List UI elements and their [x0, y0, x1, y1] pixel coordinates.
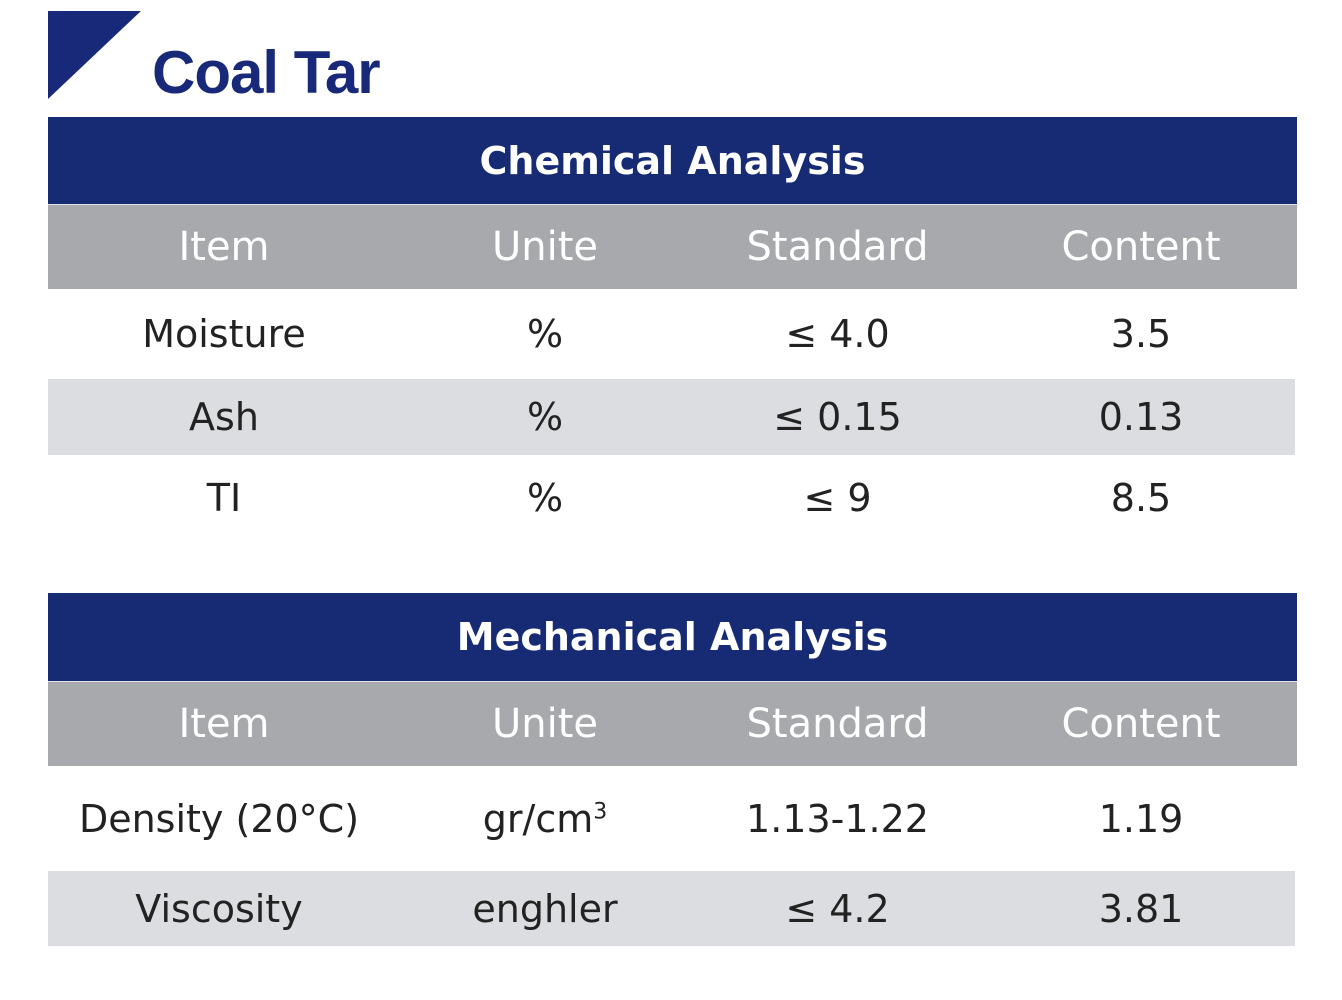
cell-item: Moisture	[142, 312, 306, 356]
cell-item: Viscosity	[135, 886, 303, 931]
table-row: TI % ≤ 9 8.5	[48, 455, 1297, 541]
column-header: Standard	[746, 224, 929, 270]
column-header: Standard	[746, 701, 929, 747]
column-header: Unite	[491, 701, 599, 747]
cell-standard: ≤ 9	[803, 476, 872, 520]
cell-unit: %	[526, 312, 564, 356]
cell-content: 3.5	[1110, 312, 1172, 356]
unit-superscript: 3	[593, 798, 608, 824]
cell-content: 0.13	[1098, 395, 1184, 439]
table-title: Mechanical Analysis	[48, 593, 1297, 682]
table-row: Moisture % ≤ 4.0 3.5	[48, 289, 1297, 379]
table-header: Item Unite Standard Content	[48, 205, 1297, 289]
cell-content: 1.19	[1098, 796, 1184, 841]
column-header: Item	[178, 701, 270, 747]
column-header: Item	[178, 224, 270, 270]
table-row: Density (20°C) gr/cm3 1.13-1.22 1.19	[48, 766, 1297, 871]
cell-standard: ≤ 4.2	[785, 886, 890, 931]
table-row: Viscosity enghler ≤ 4.2 3.81	[48, 871, 1295, 946]
mechanical-analysis-table: Mechanical Analysis Item Unite Standard …	[48, 593, 1297, 946]
cell-item: TI	[206, 476, 242, 520]
cell-item: Ash	[189, 395, 259, 439]
column-header: Content	[1061, 701, 1221, 747]
chemical-analysis-table: Chemical Analysis Item Unite Standard Co…	[48, 117, 1297, 541]
cell-item: Density (20°C)	[78, 796, 360, 841]
cell-unit: %	[526, 476, 564, 520]
column-header: Unite	[491, 224, 599, 270]
cell-unit: %	[526, 395, 564, 439]
page-title: Coal Tar	[152, 39, 381, 106]
cell-unit: enghler	[472, 886, 618, 931]
cell-content: 3.81	[1098, 886, 1184, 931]
logo-triangle-icon	[48, 11, 141, 99]
cell-standard: 1.13-1.22	[746, 796, 929, 841]
column-header: Content	[1061, 224, 1221, 270]
cell-standard: ≤ 0.15	[773, 395, 902, 439]
cell-unit: gr/cm3	[400, 797, 690, 841]
cell-content: 8.5	[1110, 476, 1172, 520]
unit-text: gr/cm	[482, 796, 594, 841]
table-header: Item Unite Standard Content	[48, 682, 1297, 766]
cell-standard: ≤ 4.0	[785, 312, 890, 356]
table-row: Ash % ≤ 0.15 0.13	[48, 379, 1295, 455]
table-title: Chemical Analysis	[48, 117, 1297, 205]
